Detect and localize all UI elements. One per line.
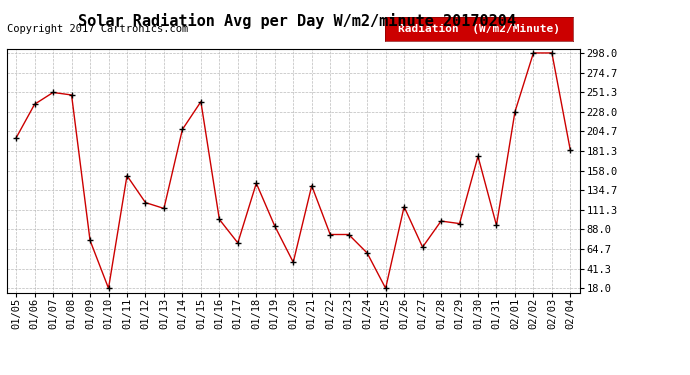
Text: Solar Radiation Avg per Day W/m2/minute 20170204: Solar Radiation Avg per Day W/m2/minute … [78,13,515,29]
Text: Radiation  (W/m2/Minute): Radiation (W/m2/Minute) [398,24,560,34]
Text: Copyright 2017 Cartronics.com: Copyright 2017 Cartronics.com [7,24,188,34]
